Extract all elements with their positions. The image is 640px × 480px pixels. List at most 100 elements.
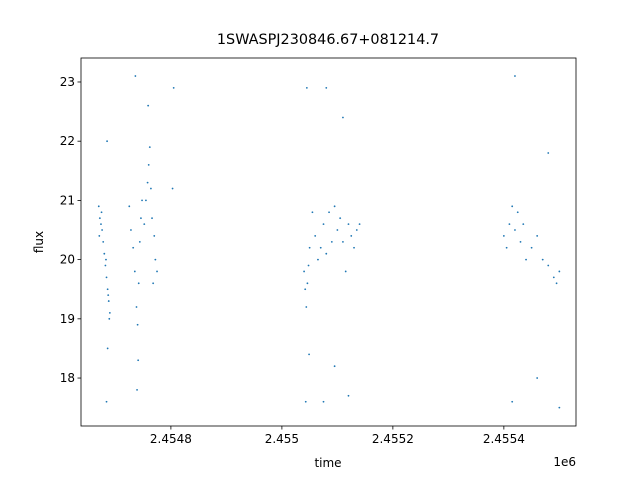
point: [342, 240, 344, 243]
point: [307, 264, 310, 267]
point: [558, 270, 561, 273]
point: [347, 223, 350, 225]
point: [130, 229, 132, 231]
point: [103, 252, 106, 255]
point: [514, 229, 516, 231]
point: [358, 223, 361, 225]
point: [100, 223, 102, 225]
point: [525, 258, 527, 261]
point: [342, 116, 344, 119]
point: [333, 205, 336, 208]
point: [541, 258, 544, 261]
point: [304, 400, 307, 403]
point: [141, 199, 143, 202]
point: [530, 246, 533, 249]
point: [128, 205, 131, 208]
point: [138, 240, 141, 243]
point: [355, 229, 358, 231]
point: [536, 235, 539, 237]
point: [150, 187, 152, 190]
point: [508, 223, 511, 225]
point: [336, 229, 339, 231]
point: [145, 199, 147, 202]
point: [333, 365, 336, 368]
point: [511, 400, 514, 403]
point: [152, 282, 155, 285]
point: [98, 217, 101, 220]
point: [522, 223, 525, 225]
point: [552, 276, 555, 279]
chart-title: 1SWASPJ230846.67+081214.7: [217, 32, 439, 48]
point: [171, 187, 174, 190]
point: [303, 270, 305, 273]
y-tick-label: 23: [60, 75, 75, 89]
point: [135, 306, 138, 308]
point: [148, 146, 151, 149]
point: [107, 294, 110, 297]
point: [322, 400, 325, 403]
point: [137, 282, 140, 285]
point: [156, 270, 158, 273]
point: [308, 246, 311, 249]
point: [347, 394, 350, 397]
point: [143, 223, 146, 225]
point: [154, 258, 157, 261]
point: [147, 163, 150, 166]
point: [137, 359, 140, 362]
point: [516, 211, 519, 214]
point: [108, 312, 111, 314]
y-tick-label: 19: [60, 312, 75, 326]
y-tick-label: 18: [60, 371, 75, 385]
point: [105, 258, 107, 261]
y-axis-label: flux: [32, 231, 46, 253]
point: [136, 388, 138, 391]
point: [107, 300, 110, 302]
y-tick-label: 22: [60, 134, 75, 148]
point: [311, 211, 314, 214]
point: [314, 235, 317, 237]
point: [100, 211, 103, 214]
point: [547, 264, 550, 267]
point: [325, 252, 328, 255]
point: [147, 104, 150, 107]
point: [319, 246, 322, 249]
point: [547, 152, 550, 154]
point: [317, 258, 319, 261]
point: [106, 288, 109, 291]
point: [511, 205, 514, 208]
point: [105, 276, 108, 279]
point: [502, 235, 505, 237]
point: [136, 323, 139, 326]
x-axis-label: time: [314, 456, 341, 470]
point: [104, 264, 107, 267]
point: [140, 217, 142, 220]
point: [306, 282, 309, 285]
point: [105, 400, 108, 403]
point: [97, 205, 100, 208]
point: [101, 229, 103, 231]
point: [330, 240, 333, 243]
point: [555, 282, 558, 285]
point: [102, 240, 105, 243]
x-tick-label: 2.4548: [150, 432, 192, 446]
point: [328, 211, 330, 214]
point: [98, 235, 101, 237]
point: [106, 347, 109, 350]
x-tick-label: 2.4554: [483, 432, 525, 446]
point: [350, 235, 353, 237]
y-tick-label: 20: [60, 253, 75, 267]
point: [146, 181, 149, 184]
point: [536, 377, 539, 379]
point: [339, 217, 342, 220]
point: [353, 246, 355, 249]
point: [305, 306, 308, 308]
point: [505, 246, 508, 249]
point: [322, 223, 325, 225]
plot-frame: [80, 57, 577, 427]
x-tick-label: 2.455: [265, 432, 299, 446]
point: [519, 240, 522, 243]
x-offset-label: 1e6: [553, 455, 576, 469]
point: [106, 140, 108, 143]
point: [514, 75, 516, 77]
